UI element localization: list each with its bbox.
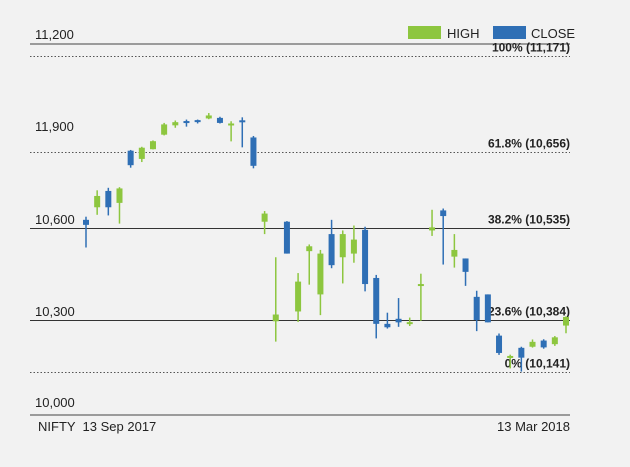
y-tick-label: 10,600 (35, 212, 75, 227)
legend-label-high: HIGH (447, 26, 480, 41)
y-tick-label: 10,300 (35, 304, 75, 319)
candle-body (138, 147, 145, 159)
legend-swatch-high (408, 26, 441, 39)
y-tick-label: 11,200 (35, 27, 74, 42)
candle-body (228, 123, 235, 126)
legend-swatch-close (493, 26, 526, 39)
fib-level-label: 23.6% (10,384) (488, 305, 570, 319)
candle-body (484, 294, 491, 323)
candle-body (429, 227, 436, 231)
candle-body (194, 120, 201, 123)
legend-label-close: CLOSE (531, 26, 575, 41)
candle-body (362, 229, 369, 285)
candle-body (306, 246, 313, 252)
candle-body (317, 253, 324, 295)
candles-group (83, 113, 569, 372)
y-tick-label: 10,000 (35, 395, 75, 410)
candle-body (563, 316, 569, 326)
candle-body (172, 122, 179, 126)
y-tick-label: 11,900 (35, 119, 74, 134)
candle-body (339, 234, 346, 258)
candle-body (373, 277, 380, 324)
candle-body (473, 296, 480, 320)
candle-body (328, 234, 335, 266)
candle-body (239, 120, 246, 123)
candle-body (261, 213, 268, 222)
candle-body (83, 219, 89, 225)
candle-body (116, 188, 123, 203)
candle-body (507, 355, 514, 358)
candle-body (384, 323, 391, 328)
candle-body (250, 137, 257, 166)
x-start-label: NIFTY 13 Sep 2017 (38, 419, 156, 434)
fib-level-label: 0% (10,141) (505, 357, 570, 371)
candle-body (417, 284, 424, 287)
candle-body (205, 115, 212, 119)
candle-body (272, 314, 279, 322)
fib-level-label: 61.8% (10,656) (488, 137, 570, 151)
candle-body (496, 335, 503, 353)
candle-body (161, 124, 168, 135)
candle-body (295, 281, 302, 312)
candle-body (540, 340, 547, 348)
candle-body (149, 141, 156, 150)
fib-level-label: 38.2% (10,535) (488, 213, 570, 227)
candle-body (451, 249, 458, 257)
candle-body (440, 210, 447, 217)
candle-body (216, 117, 223, 123)
fib-level-label: 100% (11,171) (492, 41, 570, 55)
x-end-label: 13 Mar 2018 (497, 419, 570, 434)
candle-body (406, 322, 413, 325)
candle-body (94, 195, 101, 208)
candle-body (350, 239, 357, 254)
candle-body (518, 347, 525, 358)
candle-body (529, 341, 536, 347)
candle-body (183, 121, 190, 124)
candle-body (551, 337, 558, 345)
candle-body (127, 150, 134, 166)
candle-body (105, 190, 112, 208)
candle-body (283, 221, 290, 254)
candle-body (395, 318, 402, 323)
candle-body (462, 258, 469, 272)
